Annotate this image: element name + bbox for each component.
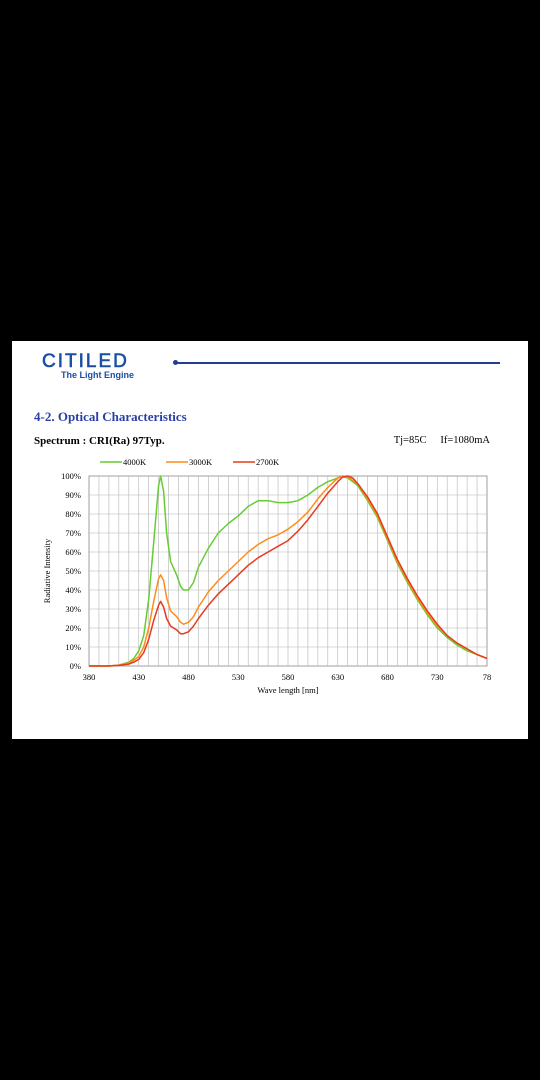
y-axis-label: Radiative Intensity	[42, 538, 52, 603]
logo-tagline: The Light Engine	[61, 370, 134, 380]
legend-label-2700k: 2700K	[256, 457, 280, 467]
series-line-4000k	[89, 475, 488, 667]
y-tick-label: 20%	[65, 623, 81, 633]
header-rule	[174, 362, 500, 364]
legend-label-4000k: 4000K	[123, 457, 147, 467]
y-tick-label: 40%	[65, 585, 81, 595]
y-tick-label: 70%	[65, 528, 81, 538]
x-tick-label: 430	[132, 672, 145, 682]
series-line-3000k	[89, 475, 488, 667]
y-tick-label: 0%	[70, 661, 81, 671]
y-tick-label: 100%	[61, 471, 81, 481]
y-tick-label: 60%	[65, 547, 81, 557]
test-conditions: Tj=85C If=1080mA	[393, 435, 490, 446]
legend-label-3000k: 3000K	[189, 457, 213, 467]
x-tick-label: 380	[83, 672, 96, 682]
y-tick-label: 30%	[65, 604, 81, 614]
x-tick-label: 680	[381, 672, 394, 682]
logo-wordmark: CITILED	[42, 351, 129, 372]
citiled-logo: CITILED The Light Engine	[42, 351, 134, 380]
x-tick-label: 78	[483, 672, 492, 682]
x-tick-label: 630	[331, 672, 344, 682]
document-page: CITILED The Light Engine 4-2. Optical Ch…	[12, 341, 528, 739]
x-tick-label: 480	[182, 672, 195, 682]
y-tick-label: 80%	[65, 509, 81, 519]
x-tick-label: 530	[232, 672, 245, 682]
y-tick-label: 10%	[65, 642, 81, 652]
x-axis-label: Wave length [nm]	[257, 685, 318, 695]
y-tick-label: 50%	[65, 566, 81, 576]
x-tick-label: 580	[282, 672, 295, 682]
spectrum-chart: 0% 10% 20% 30% 40% 50% 60% 70% 80% 90% 100% 380 430 4…	[42, 457, 492, 695]
spectrum-label: Spectrum : CRI(Ra) 97Typ.	[34, 435, 165, 447]
series-line-2700k	[89, 475, 488, 667]
section-title: 4-2. Optical Characteristics	[34, 409, 187, 424]
x-tick-label: 730	[431, 672, 444, 682]
y-tick-label: 90%	[65, 490, 81, 500]
